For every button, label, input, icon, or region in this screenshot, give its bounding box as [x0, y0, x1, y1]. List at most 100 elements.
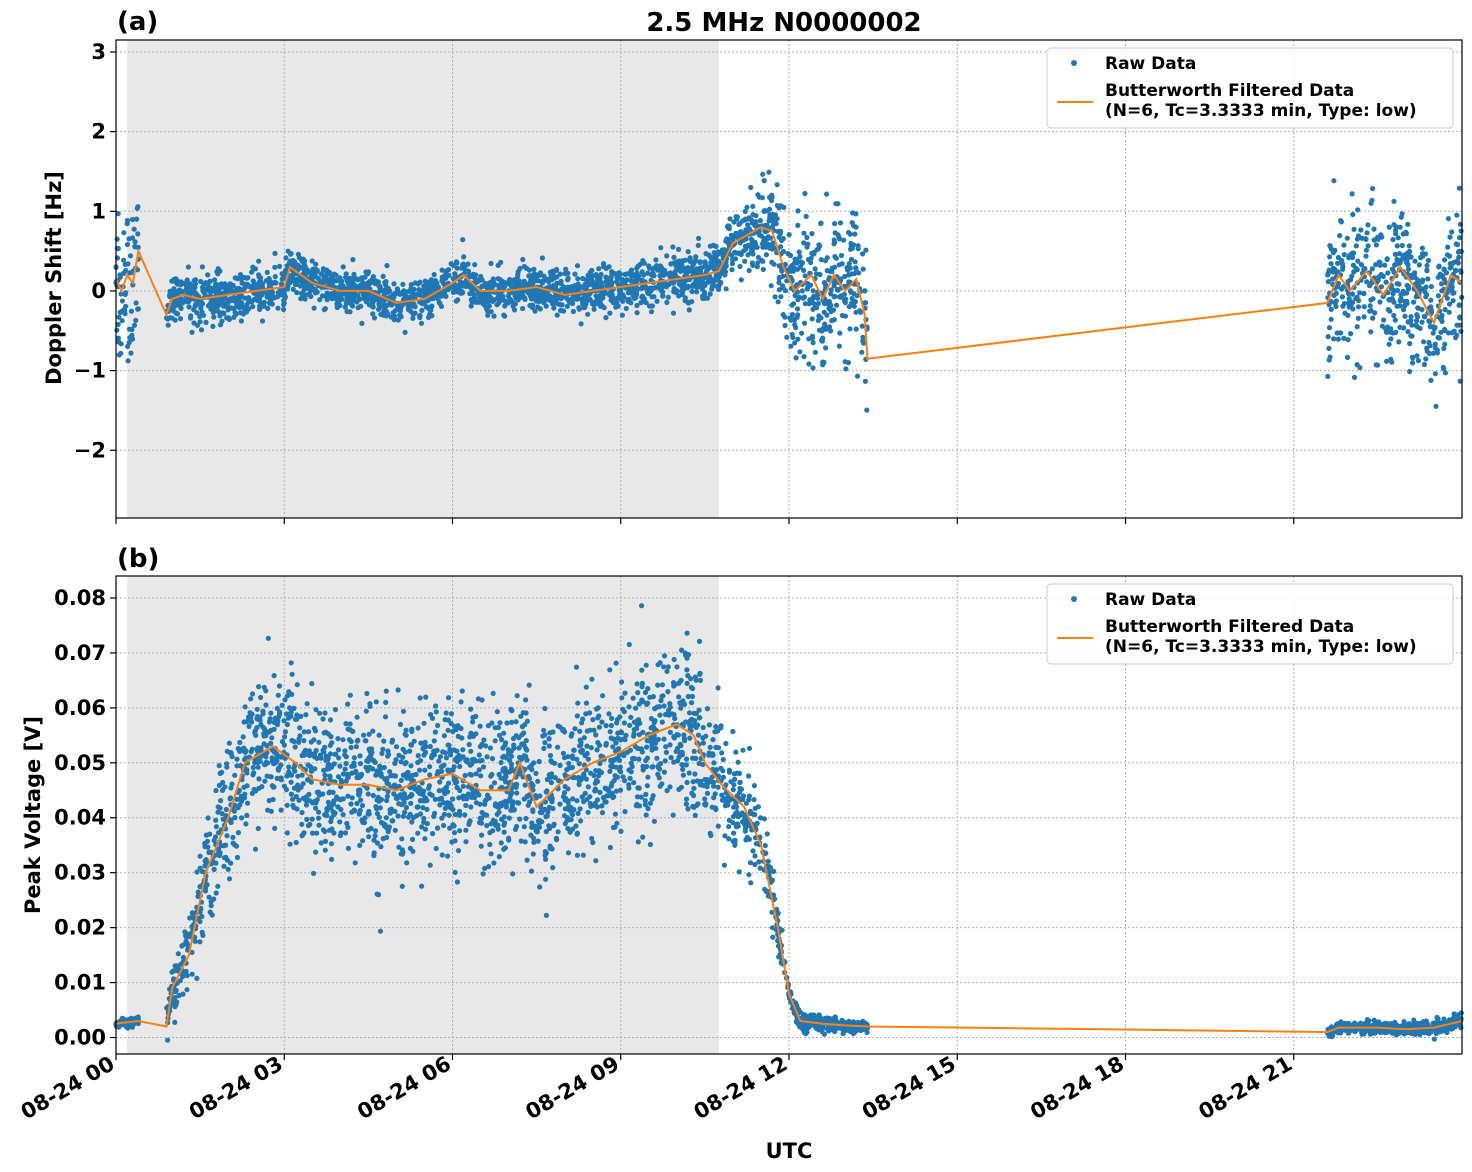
- raw-data-point: [755, 260, 761, 266]
- raw-data-point: [774, 182, 780, 188]
- raw-data-point: [806, 361, 812, 367]
- raw-data-point: [517, 816, 523, 822]
- raw-data-point: [266, 276, 272, 282]
- raw-data-point: [295, 278, 301, 284]
- raw-data-point: [828, 287, 834, 293]
- raw-data-point: [816, 242, 822, 248]
- raw-data-point: [307, 764, 314, 770]
- raw-data-point: [732, 842, 738, 848]
- raw-data-point: [731, 234, 737, 240]
- raw-data-point: [640, 258, 646, 264]
- raw-data-point: [660, 293, 666, 299]
- raw-data-point: [608, 722, 615, 729]
- raw-data-point: [801, 230, 807, 236]
- raw-data-point: [226, 876, 233, 882]
- raw-data-point: [812, 303, 818, 309]
- raw-data-point: [349, 292, 355, 298]
- raw-data-point: [348, 301, 354, 307]
- raw-data-point: [618, 737, 624, 743]
- raw-data-point: [237, 310, 243, 316]
- raw-data-point: [269, 735, 275, 741]
- raw-data-point: [1363, 247, 1369, 253]
- raw-data-point: [565, 850, 572, 856]
- raw-data-point: [694, 778, 700, 784]
- raw-data-point: [288, 791, 294, 797]
- raw-data-point: [742, 258, 748, 264]
- raw-data-point: [379, 750, 385, 757]
- raw-data-point: [295, 773, 301, 779]
- raw-data-point: [786, 232, 792, 238]
- raw-data-point: [829, 318, 835, 324]
- raw-data-point: [510, 735, 517, 742]
- raw-data-point: [431, 272, 437, 278]
- raw-data-point: [727, 216, 733, 222]
- raw-data-point: [686, 307, 692, 313]
- raw-data-point: [751, 797, 757, 803]
- raw-data-point: [313, 261, 319, 267]
- raw-data-point: [198, 327, 205, 333]
- raw-data-point: [599, 803, 605, 809]
- raw-data-point: [571, 747, 577, 753]
- raw-data-point: [1340, 266, 1346, 272]
- raw-data-point: [530, 851, 536, 857]
- raw-data-point: [123, 267, 129, 274]
- raw-data-point: [446, 812, 452, 818]
- raw-data-point: [598, 292, 604, 298]
- raw-data-point: [400, 281, 406, 287]
- raw-data-point: [590, 839, 596, 846]
- raw-data-point: [1406, 243, 1412, 249]
- raw-data-point: [234, 756, 240, 762]
- raw-data-point: [1339, 286, 1345, 292]
- raw-data-point: [1349, 291, 1356, 297]
- raw-data-point: [767, 212, 773, 218]
- raw-data-point: [368, 295, 374, 301]
- raw-data-point: [607, 844, 614, 851]
- raw-data-point: [570, 826, 576, 832]
- raw-data-point: [192, 284, 198, 291]
- raw-data-point: [367, 703, 373, 710]
- raw-data-point: [212, 277, 218, 283]
- raw-data-point: [1364, 230, 1370, 236]
- raw-data-point: [801, 267, 807, 273]
- raw-data-point: [816, 313, 822, 319]
- raw-data-point: [845, 229, 852, 236]
- raw-data-point: [522, 782, 528, 788]
- raw-data-point: [454, 879, 460, 885]
- raw-data-point: [520, 710, 526, 716]
- raw-data-point: [1415, 277, 1421, 283]
- raw-data-point: [853, 266, 859, 272]
- raw-data-point: [282, 697, 288, 703]
- raw-data-point: [809, 316, 815, 322]
- raw-data-point: [849, 220, 855, 226]
- raw-data-point: [1386, 224, 1392, 230]
- raw-data-point: [311, 305, 317, 311]
- raw-data-point: [1363, 253, 1369, 259]
- raw-data-point: [741, 248, 747, 254]
- raw-data-point: [612, 824, 618, 830]
- raw-data-point: [251, 770, 257, 776]
- raw-data-point: [200, 288, 206, 294]
- raw-data-point: [468, 303, 474, 309]
- raw-data-point: [696, 638, 703, 645]
- raw-data-point: [595, 705, 601, 711]
- raw-data-point: [593, 732, 599, 738]
- raw-data-point: [503, 740, 509, 746]
- raw-data-point: [383, 279, 389, 285]
- raw-data-point: [661, 703, 667, 709]
- raw-data-point: [417, 287, 423, 293]
- raw-data-point: [206, 894, 212, 900]
- raw-data-point: [688, 676, 694, 682]
- raw-data-point: [644, 783, 651, 789]
- raw-data-point: [134, 216, 140, 222]
- raw-data-point: [686, 710, 693, 716]
- raw-data-point: [575, 276, 581, 282]
- raw-data-point: [250, 304, 256, 310]
- raw-data-point: [488, 309, 494, 315]
- raw-data-point: [415, 759, 421, 766]
- raw-data-point: [751, 783, 758, 789]
- raw-data-point: [353, 276, 359, 282]
- raw-data-point: [445, 717, 451, 723]
- raw-data-point: [501, 829, 507, 835]
- raw-data-point: [1400, 231, 1406, 237]
- raw-data-point: [661, 653, 668, 659]
